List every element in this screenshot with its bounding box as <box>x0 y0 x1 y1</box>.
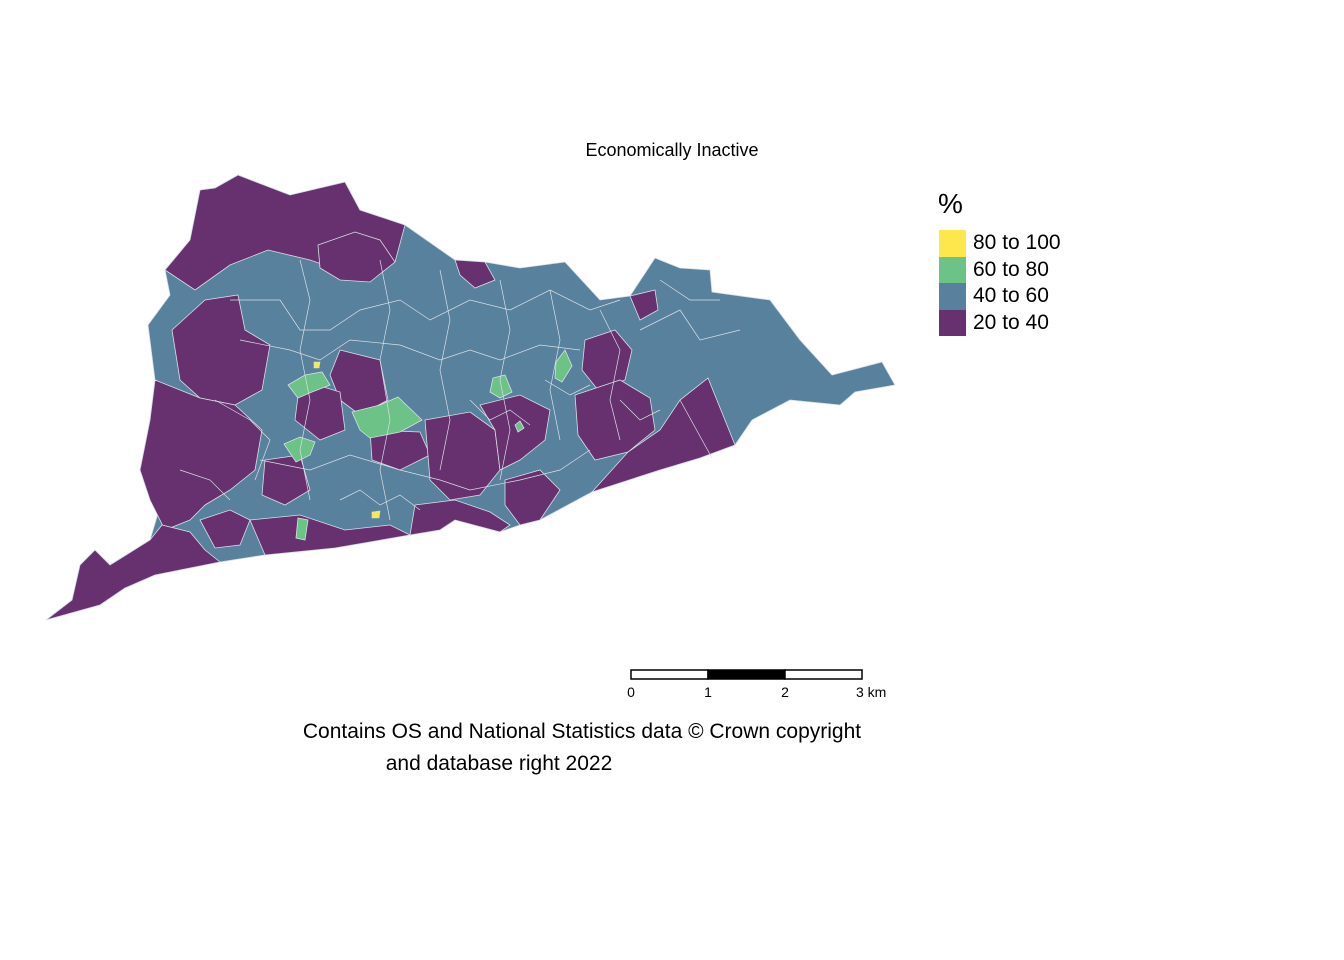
region-green-small <box>514 420 525 433</box>
legend-swatch <box>939 256 966 283</box>
region-south-west-tail <box>45 524 221 621</box>
region-green-central <box>351 396 423 439</box>
legend-label: 40 to 60 <box>973 284 1049 308</box>
region-south-a <box>409 499 511 536</box>
region-yellow-west <box>313 361 321 369</box>
region-green-east <box>554 349 573 383</box>
credits-line-2: and database right 2022 <box>385 752 613 775</box>
scale-tick-label: 3 km <box>856 684 887 700</box>
scale-tick-label: 0 <box>627 684 635 700</box>
region-green-south-west <box>283 436 316 463</box>
legend-title: % <box>938 188 963 219</box>
region-boundaries <box>179 259 741 521</box>
legend-swatch <box>939 309 966 336</box>
scale-tick-label: 2 <box>781 684 789 700</box>
legend-item: 80 to 100 <box>936 230 1061 257</box>
region-centre-c <box>294 379 346 441</box>
region-centre-b <box>369 429 431 471</box>
region-east-c <box>590 377 736 493</box>
region-mid-east-c <box>504 469 561 526</box>
region-west-upper <box>171 294 271 406</box>
region-north-east-b <box>629 289 659 321</box>
region-north-east-spot <box>454 259 496 289</box>
legend-item: 20 to 40 <box>936 309 1061 336</box>
legend: % 80 to 100 60 to 80 40 to 60 20 to 40 <box>936 188 1061 336</box>
region-mid-east-a <box>424 411 501 501</box>
region-mid-east-b <box>479 394 551 471</box>
legend-label: 60 to 80 <box>973 257 1049 281</box>
legend-swatch <box>939 283 966 310</box>
credits-line-1: Contains OS and National Statistics data… <box>302 720 862 743</box>
scale-bar-graphic <box>630 669 863 680</box>
scale-tick-label: 1 <box>704 684 712 700</box>
region-green-south <box>295 517 309 541</box>
scale-bar: 0 1 2 3 km <box>620 668 900 708</box>
legend-label: 80 to 100 <box>973 231 1061 255</box>
legend-swatch <box>939 230 966 257</box>
legend-item: 60 to 80 <box>936 256 1061 283</box>
region-yellow-south <box>371 510 381 519</box>
legend-label: 20 to 40 <box>973 310 1049 334</box>
legend-item: 40 to 60 <box>936 283 1061 310</box>
map-title: Economically Inactive <box>585 140 759 160</box>
region-south-centre <box>249 514 412 556</box>
credits: Contains OS and National Statistics data… <box>252 716 912 780</box>
region-east-a <box>581 329 633 391</box>
region-west-middle-b <box>199 509 251 549</box>
